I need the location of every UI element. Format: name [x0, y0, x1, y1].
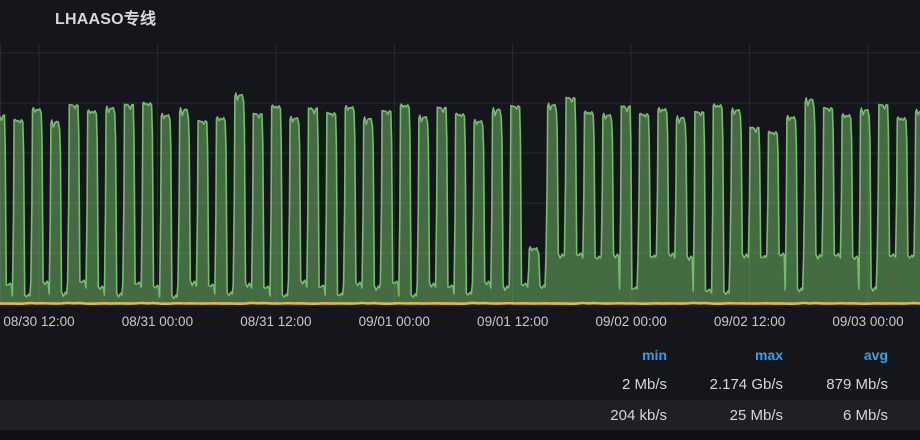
legend-stat-max: 2.174 Gb/s [709, 375, 783, 393]
legend: min max avg 2 Mb/s 2.174 Gb/s 879 Mb/s 2… [0, 342, 920, 430]
legend-stat-avg: 6 Mb/s [842, 406, 888, 424]
x-axis-tick: 09/02 00:00 [595, 314, 667, 329]
x-axis-tick: 09/02 12:00 [713, 314, 786, 329]
legend-stat-min: 204 kb/s [610, 406, 667, 424]
legend-row[interactable]: 204 kb/s 25 Mb/s 6 Mb/s [0, 400, 920, 430]
x-axis: 08/30 12:00 08/31 00:00 08/31 12:00 09/01 0… [0, 313, 920, 333]
x-axis-tick: 09/03 00:00 [832, 314, 904, 329]
legend-stat-avg: 879 Mb/s [826, 375, 888, 393]
chart-canvas[interactable] [0, 0, 920, 312]
x-axis-tick: 08/30 12:00 [3, 314, 75, 329]
legend-header-avg[interactable]: avg [863, 347, 888, 363]
panel-title[interactable]: LHAASO专线 [55, 11, 157, 28]
x-axis-tick: 09/01 00:00 [358, 314, 430, 329]
x-axis-tick: 09/01 12:00 [477, 314, 549, 329]
legend-row[interactable]: 2 Mb/s 2.174 Gb/s 879 Mb/s [0, 368, 920, 400]
legend-header-row: min max avg [0, 342, 920, 368]
x-axis-tick: 08/31 00:00 [121, 314, 194, 329]
legend-header-max[interactable]: max [754, 347, 783, 363]
legend-stat-min: 2 Mb/s [621, 375, 667, 393]
panel-header: LHAASO专线 [0, 0, 920, 40]
panel-bottom-gap [0, 430, 920, 440]
legend-header-min[interactable]: min [642, 347, 667, 363]
legend-stat-max: 25 Mb/s [729, 406, 783, 424]
x-axis-tick: 08/31 12:00 [240, 314, 312, 329]
time-series-chart[interactable]: 08/30 12:00 08/31 00:00 08/31 12:00 09/01 0… [0, 0, 920, 329]
